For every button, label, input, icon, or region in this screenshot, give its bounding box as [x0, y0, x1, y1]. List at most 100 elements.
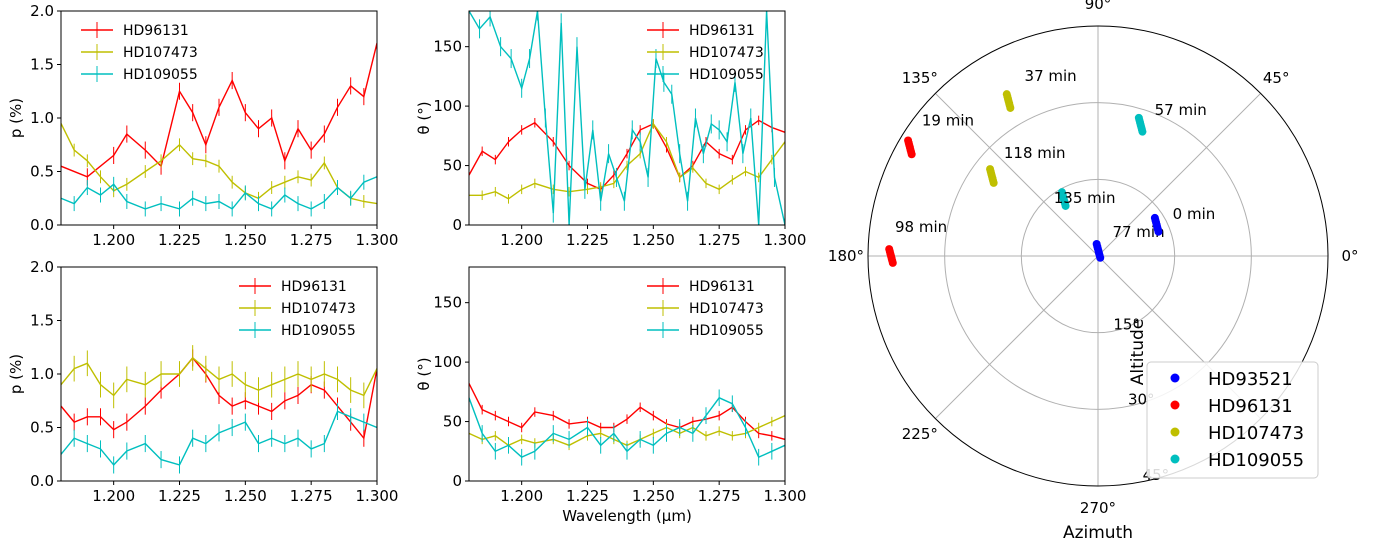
series-line: [469, 122, 785, 200]
legend-label: HD96131: [1208, 396, 1293, 417]
legend-label: HD109055: [689, 67, 764, 83]
legend-label: HD109055: [1208, 450, 1304, 471]
y-tick-label: 0.0: [30, 216, 54, 234]
panel-p-top: 1.200 1.225 1.250 1.275 1.300 0.0 0.5 1.0 1.5 2.0…: [7, 2, 398, 249]
legend-label: HD96131: [281, 279, 347, 295]
point-label: 37 min: [1025, 67, 1077, 85]
x-tick-label: 1.275: [290, 487, 333, 505]
polar-grid-spoke: [935, 255, 1099, 419]
series-line: [469, 383, 785, 441]
polar-panel: 0°45°90°135°180°225°270°15°30°45°77 min0…: [828, 0, 1359, 543]
series-line: [61, 410, 377, 466]
polar-grid-spoke: [935, 93, 1099, 257]
x-tick-label: 1.300: [356, 487, 399, 505]
legend-label: HD96131: [689, 279, 755, 295]
y-tick-label: 2.0: [30, 258, 54, 276]
y-axis-label: p (%): [7, 354, 25, 394]
y-tick-label: 100: [433, 97, 462, 115]
y-tick-label: 100: [433, 353, 462, 371]
polar-outer-circle: [867, 25, 1329, 487]
x-tick-label: 1.225: [158, 231, 201, 249]
x-tick-label: 1.250: [224, 487, 267, 505]
angle-label: 45°: [1263, 69, 1290, 87]
series-group: [61, 345, 377, 474]
panel-theta-top: 1.200 1.225 1.250 1.275 1.300 0 50 100 150 θ (°) H…: [415, 10, 807, 249]
y-tick-label: 0.0: [30, 472, 54, 490]
polar-point: [907, 150, 916, 159]
point-label: 57 min: [1155, 101, 1207, 119]
series-line: [61, 42, 377, 178]
x-tick-label: 1.225: [566, 487, 609, 505]
legend-label: HD107473: [689, 301, 764, 317]
polar-point: [1154, 227, 1163, 236]
angle-label: 135°: [902, 69, 938, 87]
legend-marker: [1170, 454, 1180, 464]
x-tick-label: 1.200: [92, 231, 135, 249]
polar-point: [1006, 103, 1015, 112]
point-label: 135 min: [1054, 189, 1116, 207]
legend-marker: [1170, 400, 1180, 410]
x-tick-label: 1.300: [356, 231, 399, 249]
y-tick-label: 2.0: [30, 2, 54, 20]
x-tick-label: 1.200: [500, 231, 543, 249]
y-tick-label: 1.0: [30, 365, 54, 383]
y-axis-label: θ (°): [415, 357, 433, 390]
x-tick-label: 1.225: [158, 487, 201, 505]
polar-point: [888, 258, 897, 267]
x-tick-label: 1.225: [566, 231, 609, 249]
axes-frame: [468, 266, 786, 482]
y-tick-label: 150: [433, 294, 462, 312]
legend-label: HD107473: [689, 45, 764, 61]
legend-label: HD96131: [689, 23, 755, 39]
y-tick-label: 0.5: [30, 163, 54, 181]
point-label: 0 min: [1173, 205, 1216, 223]
y-axis-label: p (%): [7, 98, 25, 138]
y-tick-label: 0: [452, 472, 462, 490]
angle-label: 270°: [1080, 499, 1116, 517]
legend-box: [1146, 361, 1319, 479]
legend-label: HD93521: [1208, 369, 1293, 390]
angle-label: 0°: [1341, 247, 1358, 265]
y-tick-label: 50: [443, 157, 462, 175]
legend-marker: [1170, 373, 1180, 383]
x-tick-label: 1.275: [290, 231, 333, 249]
point-label: 77 min: [1112, 223, 1164, 241]
x-tick-label: 1.250: [632, 231, 675, 249]
y-axis-label: Altitude: [1128, 319, 1148, 385]
series-line: [61, 356, 377, 440]
series-line: [469, 396, 785, 459]
angle-label: 180°: [828, 247, 864, 265]
y-tick-label: 1.5: [30, 312, 54, 330]
y-tick-label: 150: [433, 38, 462, 56]
axes-frame: [468, 10, 786, 226]
x-tick-label: 1.200: [500, 487, 543, 505]
panel-theta-bottom: 1.200 1.225 1.250 1.275 1.300 0 50 100 150 θ (°) W…: [415, 266, 807, 525]
series-group: [469, 11, 785, 225]
series-line: [61, 176, 377, 210]
polar-point: [989, 178, 998, 187]
x-tick-label: 1.300: [764, 231, 807, 249]
polar-point: [1138, 127, 1147, 136]
y-tick-label: 50: [443, 413, 462, 431]
legend-label: HD107473: [281, 301, 356, 317]
x-tick-label: 1.250: [224, 231, 267, 249]
panel-p-bottom: 1.200 1.225 1.250 1.275 1.300 0.0 0.5 1.0 1.5 2.0…: [7, 258, 398, 505]
series-line: [61, 123, 377, 205]
x-tick-label: 1.275: [698, 231, 741, 249]
x-tick-label: 1.250: [632, 487, 675, 505]
legend-label: HD109055: [281, 323, 356, 339]
point-label: 118 min: [1004, 144, 1066, 162]
radial-label: 15°: [1113, 315, 1140, 333]
x-tick-label: 1.300: [764, 487, 807, 505]
legend-label: HD107473: [1208, 423, 1304, 444]
legend-label: HD109055: [689, 323, 764, 339]
y-tick-label: 1.5: [30, 56, 54, 74]
y-tick-label: 0.5: [30, 419, 54, 437]
y-tick-label: 0: [452, 216, 462, 234]
legend-label: HD96131: [123, 23, 189, 39]
x-axis-label: Wavelength (μm): [562, 507, 692, 525]
point-label: 19 min: [922, 111, 974, 129]
x-tick-label: 1.200: [92, 487, 135, 505]
polar-point: [1096, 253, 1105, 262]
